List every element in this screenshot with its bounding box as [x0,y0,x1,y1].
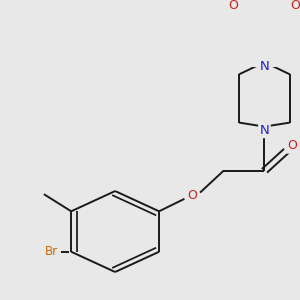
Text: O: O [287,140,297,152]
Text: O: O [228,0,238,12]
Text: O: O [187,189,197,202]
Text: N: N [260,124,269,137]
Text: N: N [260,60,269,73]
Text: Br: Br [44,245,58,258]
Text: O: O [291,0,300,12]
